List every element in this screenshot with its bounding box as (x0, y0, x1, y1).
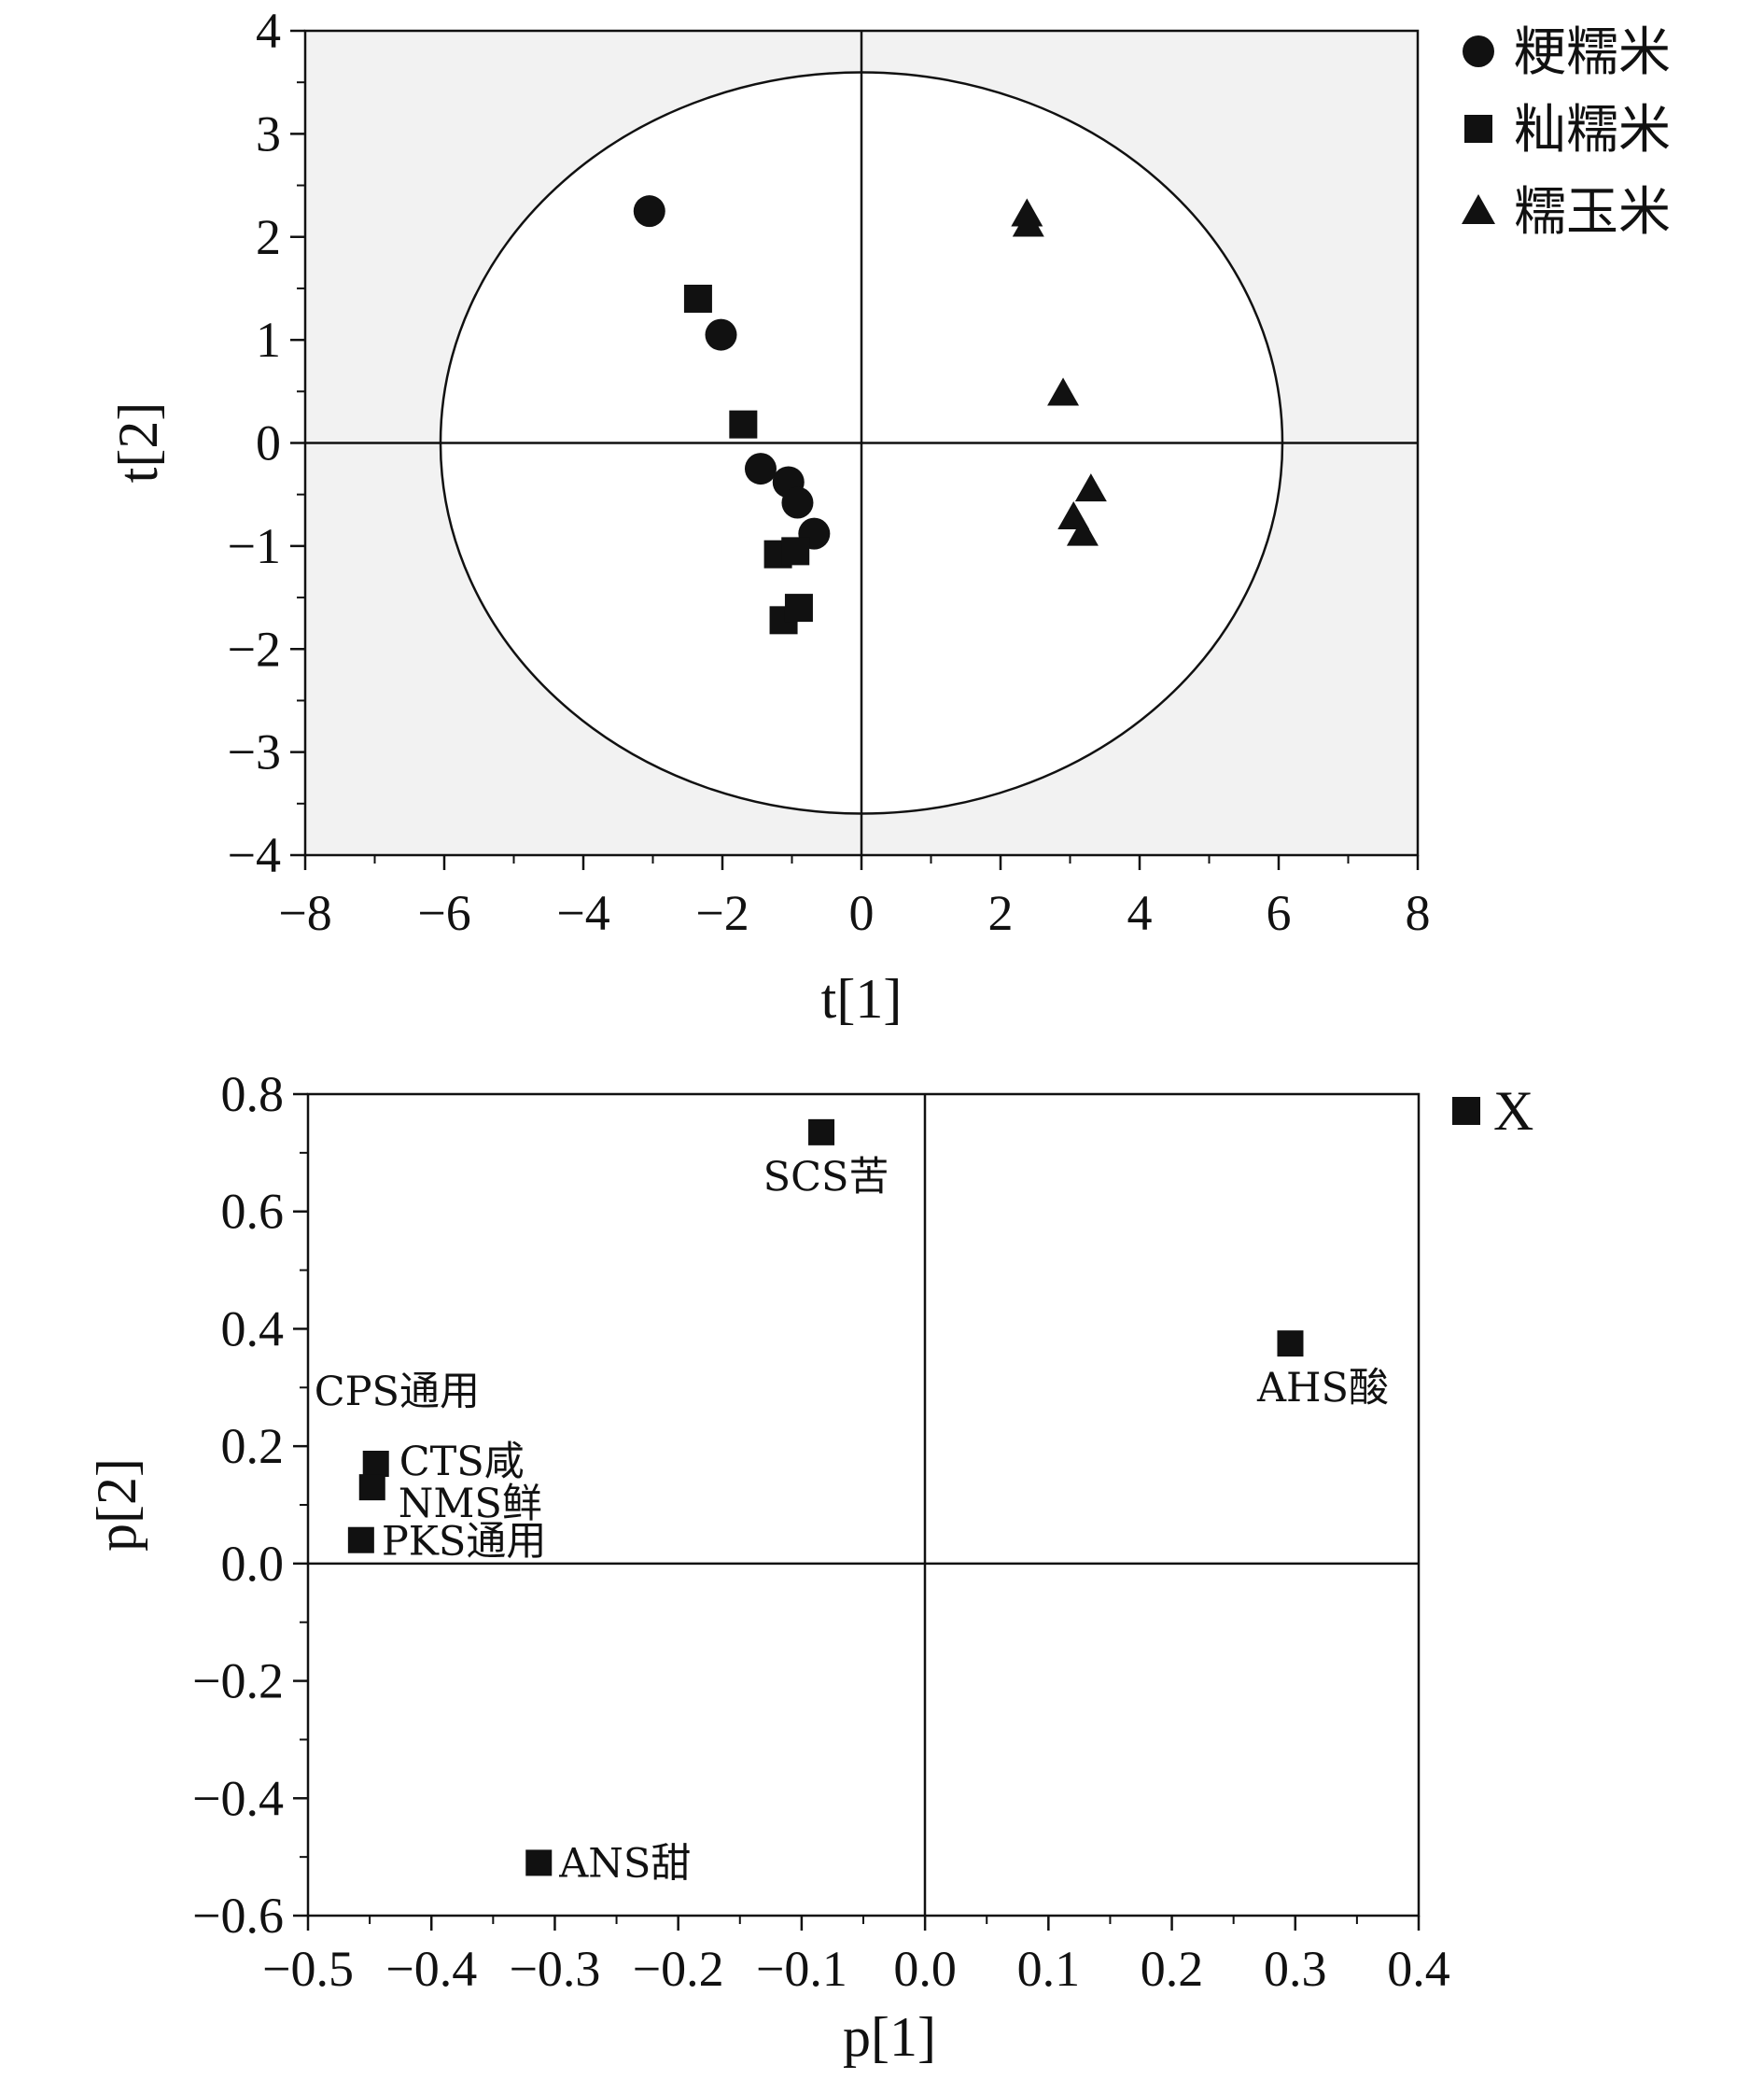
loading-point (525, 1849, 553, 1876)
y-tick-label: 0.8 (221, 1066, 285, 1122)
x-tick-label: −0.2 (633, 1941, 724, 1997)
x-tick-label: 4 (1127, 885, 1153, 941)
x-tick-label: −0.3 (509, 1941, 600, 1997)
legend-triangle-marker (1462, 194, 1495, 224)
x-tick-label: −0.1 (756, 1941, 847, 1997)
x-tick-label: −6 (417, 885, 470, 941)
score-ticks: −8 −6 −4 −2 0 2 4 6 8 4 3 2 1 0 −1 −2 −3 −4 (228, 3, 1431, 941)
indica-point (729, 410, 758, 439)
y-tick-label: 4 (256, 3, 281, 59)
legend-circle-marker (1463, 35, 1494, 67)
y-tick-label: −0.4 (192, 1770, 284, 1826)
x-tick-label: 0.2 (1141, 1941, 1204, 1997)
y-tick-label: 0.2 (221, 1418, 285, 1474)
y-tick-label: 2 (256, 209, 281, 265)
loading-point (362, 1451, 389, 1477)
y-tick-label: 0.0 (221, 1536, 285, 1592)
legend-label-x: X (1493, 1080, 1533, 1142)
indica-point (781, 537, 810, 566)
loading-point-label: CPS通用 (315, 1369, 480, 1415)
legend-label-japonica: 粳糯米 (1514, 22, 1671, 83)
waxy-corn-point (1012, 208, 1044, 237)
score-points (633, 195, 1107, 635)
loading-x-axis-title: p[1] (843, 2006, 936, 2068)
loading-point-label: PKS通用 (382, 1519, 547, 1566)
legend-label-indica: 籼糯米 (1514, 100, 1671, 161)
legend-item-japonica: 粳糯米 (1463, 22, 1671, 83)
indica-point (683, 284, 712, 313)
y-tick-label: −0.2 (192, 1653, 284, 1709)
loading-point (808, 1118, 835, 1145)
y-tick-label: −3 (228, 724, 281, 780)
x-tick-label: −2 (695, 885, 749, 941)
loading-point-label: SCS苦 (763, 1154, 889, 1201)
x-tick-label: −0.4 (385, 1941, 477, 1997)
legend-square-marker (1464, 115, 1492, 143)
x-tick-label: 6 (1267, 885, 1292, 941)
loading-plot-area (306, 1092, 1421, 1917)
legend-square-marker (1452, 1097, 1480, 1125)
x-tick-label: −8 (278, 885, 331, 941)
waxy-corn-point (1066, 517, 1099, 546)
x-tick-label: 0.4 (1387, 1941, 1450, 1997)
loading-plot: −0.5 −0.4 −0.3 −0.2 −0.1 0.0 0.1 0.2 0.3 0.4 0.8 0.… (86, 1066, 1533, 2068)
loading-point (347, 1526, 374, 1553)
loading-legend: X (1452, 1080, 1533, 1142)
loading-point-label: CTS咸 (399, 1439, 525, 1485)
x-tick-label: −4 (556, 885, 609, 941)
loading-point (358, 1474, 385, 1501)
y-tick-label: −4 (228, 827, 281, 883)
x-tick-label: 0.1 (1017, 1941, 1081, 1997)
legend-item-indica: 籼糯米 (1464, 100, 1671, 161)
legend-label-waxy-corn: 糯玉米 (1514, 182, 1671, 243)
japonica-point (744, 453, 777, 485)
score-y-axis-title: t[2] (107, 402, 169, 484)
loading-point-label: AHS酸 (1256, 1365, 1389, 1412)
x-tick-label: 0 (849, 885, 875, 941)
x-tick-label: 0.0 (893, 1941, 957, 1997)
loading-ticks: −0.5 −0.4 −0.3 −0.2 −0.1 0.0 0.1 0.2 0.3 0.4 0.8 0.… (192, 1066, 1450, 1997)
x-tick-label: 0.3 (1264, 1941, 1327, 1997)
y-tick-label: 0.6 (221, 1184, 285, 1240)
score-legend: 粳糯米 籼糯米 糯玉米 (1462, 22, 1671, 243)
x-tick-label: 8 (1406, 885, 1431, 941)
waxy-corn-point (1047, 377, 1080, 406)
japonica-point (633, 195, 665, 228)
y-tick-label: 0.4 (221, 1300, 285, 1356)
loading-point (1277, 1330, 1304, 1357)
x-tick-label: −0.5 (262, 1941, 354, 1997)
loading-y-axis-title: p[2] (86, 1458, 147, 1552)
japonica-point (781, 486, 814, 519)
y-tick-label: 1 (256, 312, 281, 368)
y-tick-label: −0.6 (192, 1888, 284, 1944)
waxy-corn-point (1074, 473, 1107, 502)
indica-point (784, 594, 813, 623)
score-plot: −8 −6 −4 −2 0 2 4 6 8 4 3 2 1 0 −1 −2 −3 −4 t[1] t[2] 粳糯米… (107, 3, 1671, 1030)
x-tick-label: 2 (988, 885, 1014, 941)
loading-point-label: NMS鲜 (399, 1481, 542, 1527)
japonica-point (705, 318, 737, 351)
y-tick-label: 0 (256, 415, 281, 471)
loading-point-label: ANS甜 (558, 1840, 691, 1887)
score-x-axis-title: t[1] (821, 968, 903, 1030)
legend-item-waxy-corn: 糯玉米 (1462, 182, 1671, 243)
y-tick-label: −1 (228, 518, 281, 574)
y-tick-label: −2 (228, 621, 281, 677)
y-tick-label: 3 (256, 105, 281, 162)
